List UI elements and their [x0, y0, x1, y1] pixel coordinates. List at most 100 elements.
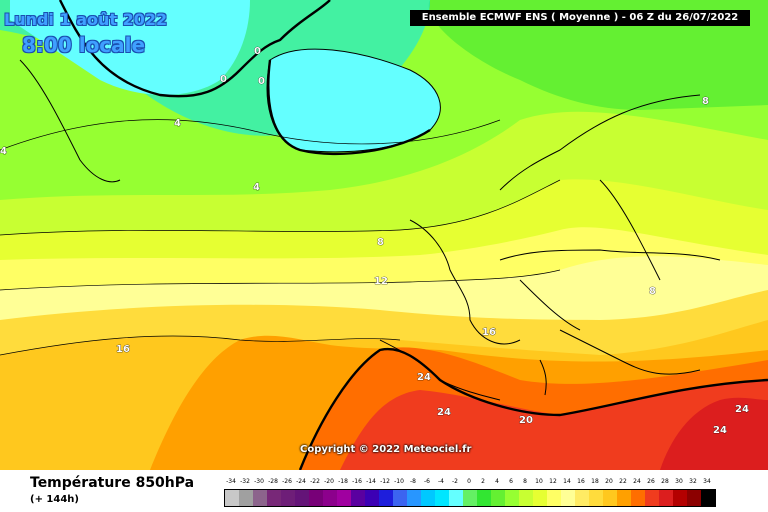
temperature-map: 0 0 0 4 4 4 8 8 8 12 16 16 20 24 24 24 2…: [0, 0, 768, 470]
scale-swatch: [225, 490, 239, 506]
scale-swatch: [687, 490, 701, 506]
scale-swatch: [491, 490, 505, 506]
scale-label: -18: [338, 478, 348, 485]
scale-label: 16: [577, 478, 585, 485]
contour-label: 4: [174, 118, 181, 129]
contour-label: 20: [519, 415, 533, 426]
contour-label: 4: [253, 182, 260, 193]
scale-label: 20: [605, 478, 613, 485]
color-scale-bar: [224, 489, 716, 507]
scale-swatch: [309, 490, 323, 506]
run-info-banner: Ensemble ECMWF ENS ( Moyenne ) - 06 Z du…: [410, 10, 750, 26]
scale-label: 32: [689, 478, 697, 485]
scale-label: -26: [282, 478, 292, 485]
contour-label: 24: [713, 425, 727, 436]
map-canvas: 0 0 0 4 4 4 8 8 8 12 16 16 20 24 24 24 2…: [0, 0, 768, 470]
contour-label: 24: [417, 372, 431, 383]
scale-label: -30: [254, 478, 264, 485]
scale-label: -4: [438, 478, 444, 485]
scale-swatch: [267, 490, 281, 506]
scale-label: 34: [703, 478, 711, 485]
scale-label: 2: [481, 478, 485, 485]
scale-swatch: [421, 490, 435, 506]
scale-swatch: [659, 490, 673, 506]
contour-label: 24: [437, 407, 451, 418]
scale-swatch: [533, 490, 547, 506]
scale-swatch: [295, 490, 309, 506]
scale-swatch: [519, 490, 533, 506]
scale-label: -14: [366, 478, 376, 485]
scale-label: -24: [296, 478, 306, 485]
scale-swatch: [365, 490, 379, 506]
contour-label: 24: [735, 404, 749, 415]
scale-label: 28: [661, 478, 669, 485]
scale-label: -22: [310, 478, 320, 485]
scale-swatch: [701, 490, 715, 506]
scale-label: 14: [563, 478, 571, 485]
scale-swatch: [435, 490, 449, 506]
scale-label: 30: [675, 478, 683, 485]
band-red-dark: [660, 397, 768, 470]
contour-label: 0: [254, 46, 261, 57]
scale-label: 18: [591, 478, 599, 485]
contour-label: 8: [649, 286, 656, 297]
scale-label: 26: [647, 478, 655, 485]
scale-swatch: [617, 490, 631, 506]
scale-label: 24: [633, 478, 641, 485]
scale-label: -10: [394, 478, 404, 485]
scale-swatch: [603, 490, 617, 506]
contour-label: 8: [377, 237, 384, 248]
lead-time: (+ 144h): [30, 494, 79, 505]
contour-label: 0: [220, 74, 227, 85]
scale-swatch: [673, 490, 687, 506]
contour-labels: 0 0 0 4 4 4 8 8 8 12 16 16 20 24 24 24 2…: [0, 46, 749, 437]
contour-label: 8: [702, 96, 709, 107]
band-cyan: [10, 0, 250, 95]
band-cyan-greenland: [267, 49, 441, 152]
scale-swatch: [393, 490, 407, 506]
contour-label: 16: [116, 344, 130, 355]
scale-label: 4: [495, 478, 499, 485]
scale-label: 12: [549, 478, 557, 485]
scale-label: -8: [410, 478, 416, 485]
copyright-text: Copyright © 2022 Meteociel.fr: [300, 444, 472, 455]
scale-swatch: [645, 490, 659, 506]
scale-label: 0: [467, 478, 471, 485]
scale-label: 10: [535, 478, 543, 485]
scale-label: -28: [268, 478, 278, 485]
scale-swatch: [253, 490, 267, 506]
scale-label: -32: [240, 478, 250, 485]
scale-label: -20: [324, 478, 334, 485]
contour-label: 12: [374, 276, 388, 287]
parameter-title: Température 850hPa: [30, 475, 195, 491]
band-red: [340, 380, 768, 470]
scale-swatch: [505, 490, 519, 506]
contour-label: 0: [258, 76, 265, 87]
isotherms: [0, 119, 561, 356]
band-green-light: [0, 0, 768, 110]
scale-swatch: [337, 490, 351, 506]
scale-label: -12: [380, 478, 390, 485]
scale-swatch: [561, 490, 575, 506]
forecast-date: Lundi 1 août 2022: [4, 10, 168, 29]
scale-swatch: [351, 490, 365, 506]
scale-swatch: [449, 490, 463, 506]
scale-label: -6: [424, 478, 430, 485]
scale-swatch: [323, 490, 337, 506]
twenty-isotherm: [298, 347, 768, 470]
scale-swatch: [281, 490, 295, 506]
scale-label: -34: [226, 478, 236, 485]
scale-swatch: [589, 490, 603, 506]
scale-swatch: [379, 490, 393, 506]
scale-swatch: [631, 490, 645, 506]
scale-label: 8: [523, 478, 527, 485]
scale-label: -2: [452, 478, 458, 485]
scale-swatch: [477, 490, 491, 506]
scale-swatch: [407, 490, 421, 506]
scale-swatch: [239, 490, 253, 506]
forecast-time: 8:00 locale: [22, 33, 146, 57]
scale-label: -16: [352, 478, 362, 485]
scale-swatch: [575, 490, 589, 506]
scale-label: 22: [619, 478, 627, 485]
scale-swatch: [463, 490, 477, 506]
